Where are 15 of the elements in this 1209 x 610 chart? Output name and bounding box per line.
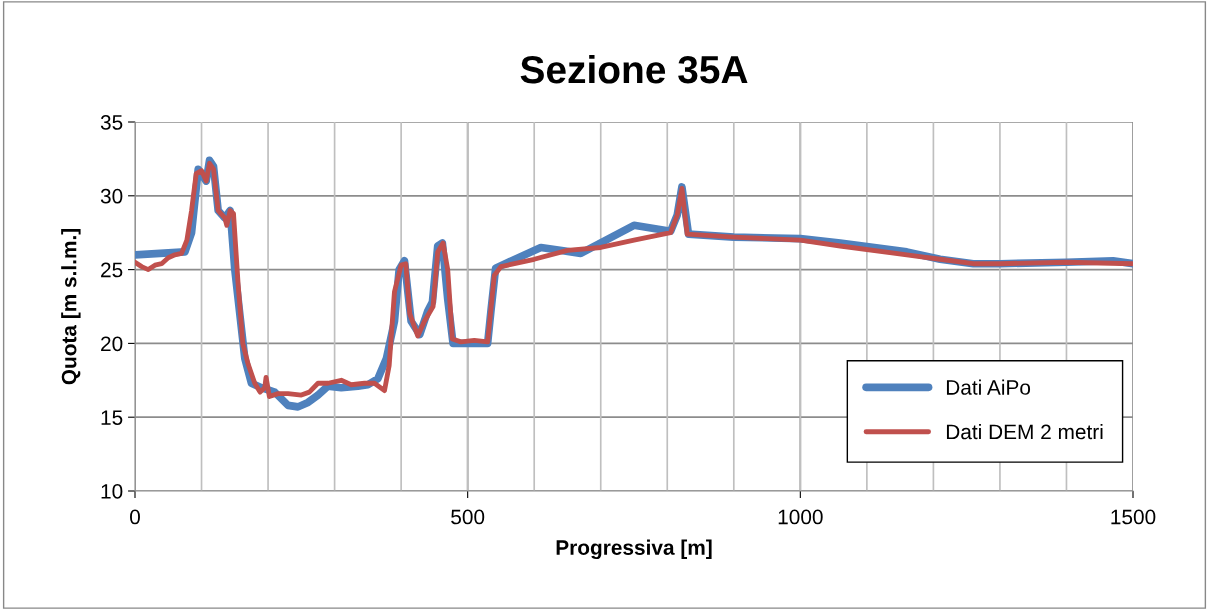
y-tick-label: 35	[100, 115, 123, 130]
x-tick-label: 1500	[1111, 509, 1156, 525]
legend-label: Dati AiPo	[946, 379, 1031, 395]
y-tick-label: 25	[101, 262, 123, 278]
chart-title: Sezione 35A	[520, 54, 748, 84]
y-tick-label: 15	[101, 410, 123, 425]
x-axis-title: Progressiva [m]	[556, 539, 712, 560]
x-tick-label: 500	[451, 509, 485, 525]
x-tick-label: 1000	[778, 509, 823, 525]
y-tick-label: 10	[101, 484, 123, 499]
y-tick-label: 20	[101, 336, 123, 352]
legend-label: Dati DEM 2 metri	[946, 423, 1103, 440]
y-tick-label: 30	[100, 188, 123, 204]
x-tick-label: 0	[130, 509, 140, 525]
y-axis-title: Quota [m s.l.m.]	[61, 228, 81, 385]
